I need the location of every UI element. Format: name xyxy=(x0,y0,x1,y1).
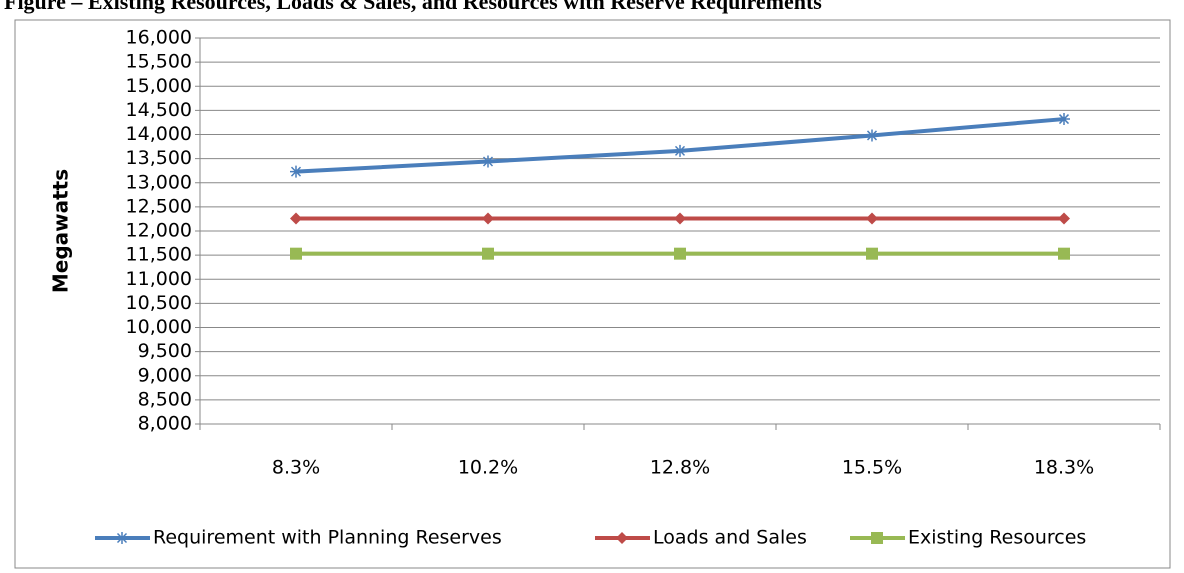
chart-title: Figure – Existing Resources, Loads & Sal… xyxy=(4,0,822,14)
y-tick-label: 14,500 xyxy=(126,99,192,121)
marker xyxy=(674,212,686,225)
y-tick-label: 11,000 xyxy=(126,268,192,290)
chart-border xyxy=(14,19,1171,569)
marker xyxy=(1058,113,1070,126)
marker xyxy=(1058,247,1070,260)
x-tick-label: 12.8% xyxy=(650,457,710,479)
y-tick-label: 9,500 xyxy=(138,340,192,362)
y-tick-label: 15,000 xyxy=(126,75,192,97)
legend-label: Existing Resources xyxy=(908,527,1086,549)
marker xyxy=(290,165,302,178)
y-tick-label: 10,500 xyxy=(126,292,192,314)
marker xyxy=(1058,212,1070,225)
marker xyxy=(290,212,302,225)
y-tick-label: 13,000 xyxy=(126,171,192,193)
y-tick-label: 8,000 xyxy=(138,413,192,435)
y-tick-label: 13,500 xyxy=(126,147,192,169)
x-tick-label: 10.2% xyxy=(458,457,518,479)
x-tick-label: 8.3% xyxy=(272,457,320,479)
marker xyxy=(116,532,128,544)
y-tick-label: 9,000 xyxy=(138,364,192,386)
y-tick-label: 11,500 xyxy=(126,244,192,266)
x-tick-label: 15.5% xyxy=(842,457,902,479)
marker xyxy=(290,247,302,260)
marker xyxy=(616,532,628,544)
y-tick-label: 15,500 xyxy=(126,51,192,73)
marker xyxy=(866,212,878,225)
y-tick-label: 16,000 xyxy=(126,27,192,49)
y-tick-label: 14,000 xyxy=(126,123,192,145)
y-tick-label: 12,500 xyxy=(126,195,192,217)
marker xyxy=(482,247,494,260)
legend-label: Requirement with Planning Reserves xyxy=(153,527,502,549)
x-tick-label: 18.3% xyxy=(1034,457,1094,479)
y-tick-label: 12,000 xyxy=(126,220,192,242)
marker xyxy=(866,247,878,260)
marker xyxy=(482,155,494,168)
marker xyxy=(674,247,686,260)
legend-label: Loads and Sales xyxy=(653,527,807,549)
marker xyxy=(482,212,494,225)
marker xyxy=(871,532,883,544)
y-tick-label: 10,000 xyxy=(126,316,192,338)
marker xyxy=(674,144,686,157)
marker xyxy=(866,129,878,142)
y-axis-label: Megawatts xyxy=(49,169,73,293)
y-tick-label: 8,500 xyxy=(138,388,192,410)
